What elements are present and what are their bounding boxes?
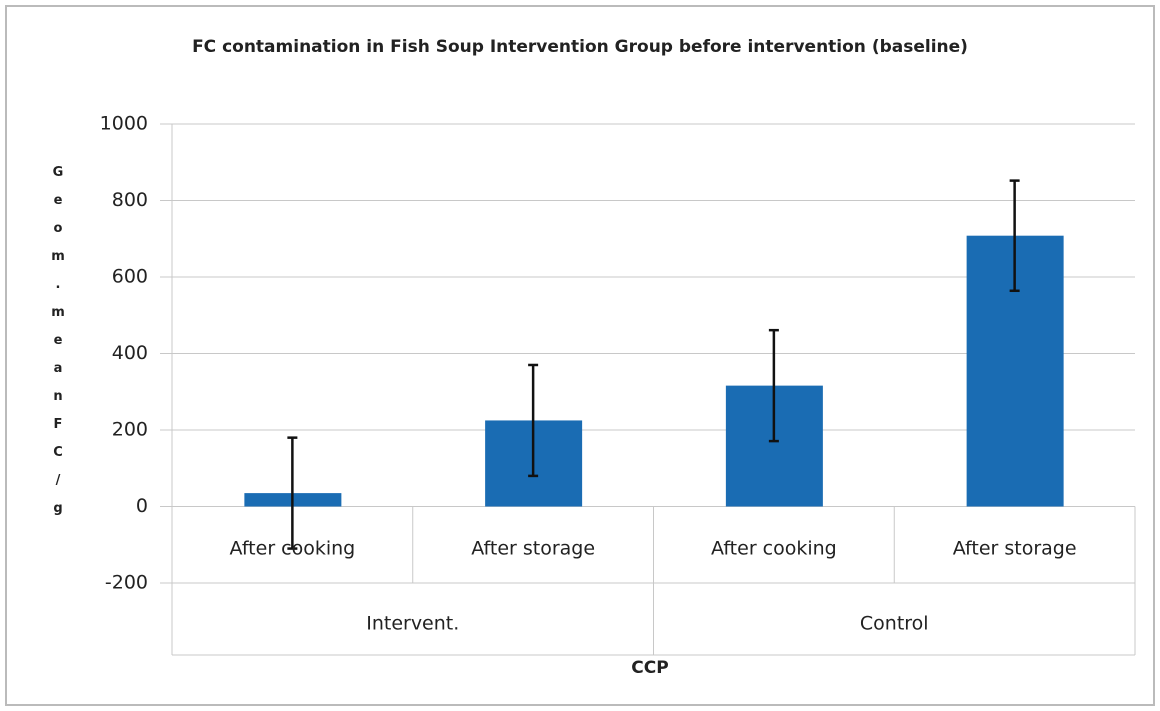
y-tick-label: 200 xyxy=(112,419,148,441)
x-tick-label: After cooking xyxy=(230,538,356,560)
x-axis-label: CCP xyxy=(631,658,668,678)
group-label: Control xyxy=(860,613,929,635)
y-tick-label: -200 xyxy=(105,572,148,594)
y-tick-label: 1000 xyxy=(100,113,148,135)
chart-title: FC contamination in Fish Soup Interventi… xyxy=(192,37,968,57)
x-tick-label: After storage xyxy=(953,538,1077,560)
y-tick-label: 0 xyxy=(136,495,148,517)
y-tick-label: 800 xyxy=(112,189,148,211)
group-label: Intervent. xyxy=(366,613,459,635)
x-tick-label: After storage xyxy=(471,538,595,560)
y-tick-label: 400 xyxy=(112,342,148,364)
y-axis-label: Geom.meanFC/g xyxy=(51,165,66,529)
chart-border xyxy=(5,5,1155,706)
y-tick-label: 600 xyxy=(112,266,148,288)
x-tick-label: After cooking xyxy=(711,538,837,560)
